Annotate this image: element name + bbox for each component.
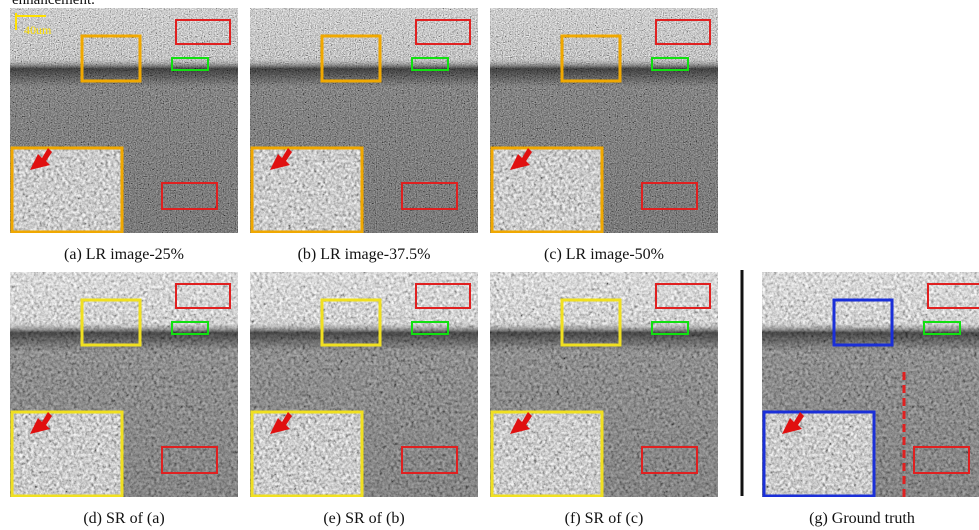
- inset-texture: [12, 148, 122, 232]
- inset-texture: [252, 412, 362, 496]
- image: 40um: [10, 8, 238, 233]
- panel-caption: (c) LR image-50%: [544, 246, 664, 263]
- image: [10, 272, 238, 497]
- panel-caption: (a) LR image-25%: [64, 246, 184, 263]
- image-panel: (e) SR of (b): [250, 272, 478, 527]
- inset-texture: [492, 412, 602, 496]
- panel-caption: (f) SR of (c): [565, 510, 644, 527]
- scale-label: 40um: [24, 23, 52, 37]
- panel-caption: (e) SR of (b): [323, 510, 404, 527]
- image-panel: (f) SR of (c): [490, 272, 718, 527]
- image-panel: (b) LR image-37.5%: [250, 8, 478, 263]
- figure: enhancement. 40um (a) LR image-25% (b) LR …: [0, 0, 979, 530]
- image-panel: (g) Ground truth: [762, 272, 979, 527]
- inset-texture: [252, 148, 362, 232]
- image: [250, 272, 478, 497]
- image: [250, 8, 478, 233]
- image-panel: (c) LR image-50%: [490, 8, 718, 263]
- inset-texture: [764, 412, 874, 496]
- image-panel: 40um (a) LR image-25%: [10, 8, 238, 263]
- image: [490, 8, 718, 233]
- image: [490, 272, 718, 497]
- image: [762, 272, 979, 497]
- inset-texture: [492, 148, 602, 232]
- panel-caption: (d) SR of (a): [83, 510, 164, 527]
- image-panel: (d) SR of (a): [10, 272, 238, 527]
- header-text: enhancement.: [12, 0, 95, 8]
- panel-caption: (g) Ground truth: [809, 510, 915, 527]
- inset-texture: [12, 412, 122, 496]
- panel-caption: (b) LR image-37.5%: [298, 246, 431, 263]
